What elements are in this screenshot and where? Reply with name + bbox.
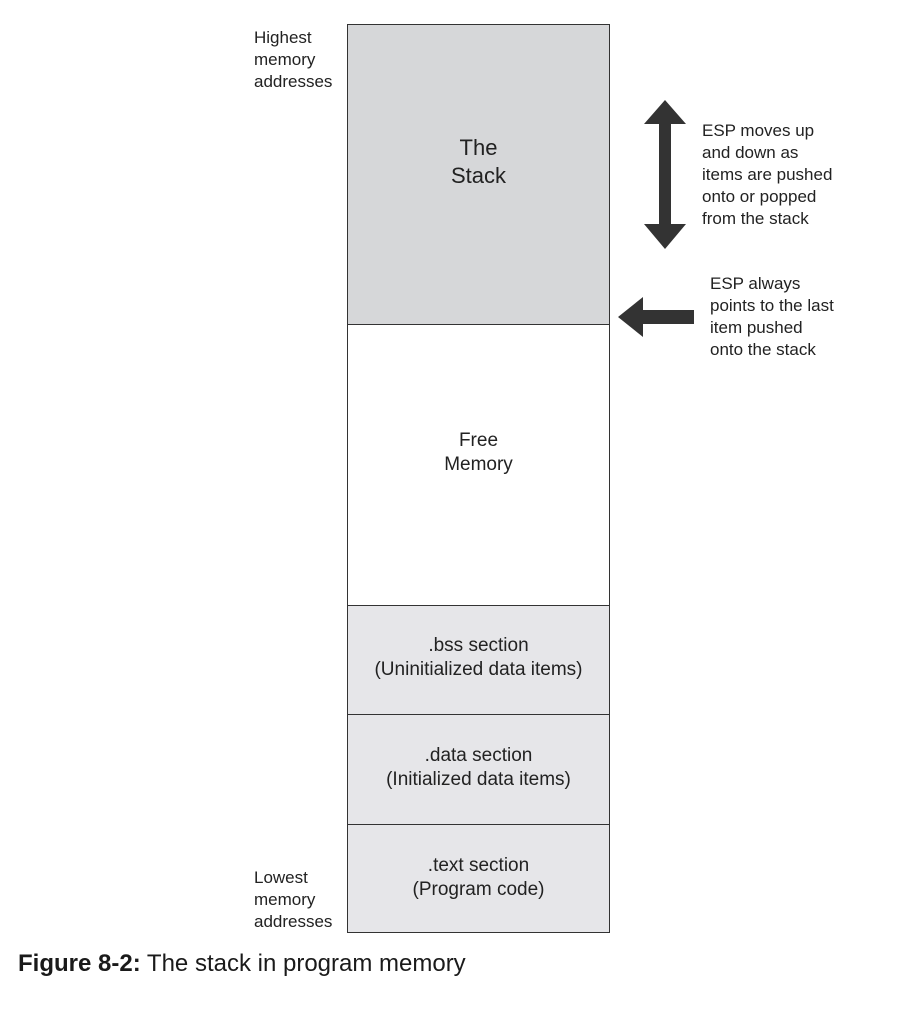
free-memory-block: Free Memory: [347, 324, 610, 606]
stack-block-label: The Stack: [450, 134, 507, 188]
highest-addresses-label: Highest memory addresses: [254, 28, 333, 91]
figure-number: Figure 8-2:: [18, 950, 141, 977]
bss-section-block: .bss section (Uninitialized data items): [347, 605, 610, 715]
esp-moves-note: ESP moves up and down as items are pushe…: [702, 121, 833, 228]
figure-caption: Figure 8-2: The stack in program memory: [18, 948, 466, 980]
double-arrow-icon: [644, 100, 686, 249]
text-section-label: .text section (Program code): [412, 854, 545, 900]
figure-caption-text: The stack in program memory: [146, 950, 466, 977]
bss-section-label: .bss section (Uninitialized data items): [374, 635, 583, 680]
text-section-block: .text section (Program code): [347, 824, 610, 933]
data-section-block: .data section (Initialized data items): [347, 714, 610, 825]
data-section-label: .data section (Initialized data items): [386, 745, 571, 790]
lowest-addresses-label: Lowest memory addresses: [254, 868, 333, 931]
esp-points-note: ESP always points to the last item pushe…: [710, 274, 834, 359]
left-arrow-icon: [618, 297, 694, 337]
free-memory-label: Free Memory: [444, 429, 513, 475]
stack-block: The Stack: [347, 24, 610, 325]
